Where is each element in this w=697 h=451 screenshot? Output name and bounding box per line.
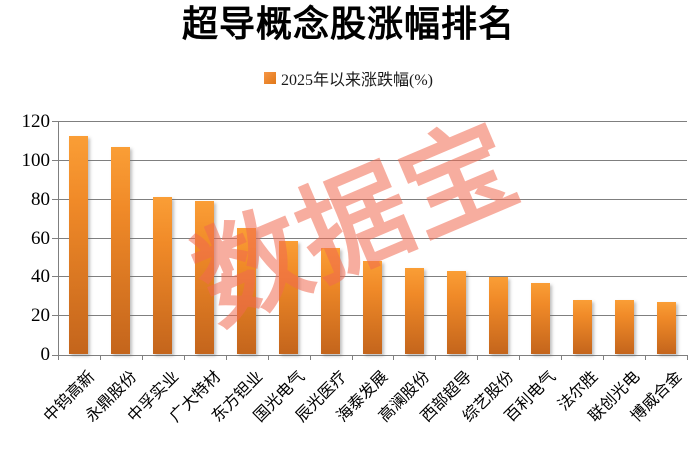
x-axis-tick: [435, 355, 436, 360]
y-axis-tick: [52, 121, 58, 122]
x-axis-tick: [603, 355, 604, 360]
bar: [279, 241, 299, 354]
x-axis-tick: [687, 355, 688, 360]
x-axis-tick: [58, 355, 59, 360]
x-axis-tick: [142, 355, 143, 360]
y-axis-tick: [52, 315, 58, 317]
y-axis-tick: [52, 159, 58, 161]
bar: [488, 277, 508, 354]
plot-area: [52, 121, 688, 360]
y-axis-tick-label: 60: [31, 227, 50, 249]
gridline: [58, 198, 687, 200]
gridline: [58, 121, 687, 122]
bar: [572, 299, 592, 354]
legend-label: 2025年以来涨跌幅(%): [281, 72, 433, 89]
x-axis-tick: [645, 355, 646, 360]
gridline: [58, 355, 687, 356]
y-axis-tick-label: 40: [31, 266, 50, 288]
y-axis-tick-label: 120: [21, 111, 51, 132]
bar: [237, 227, 257, 354]
x-axis-tick: [393, 355, 394, 360]
bar: [614, 299, 634, 354]
bar: [321, 248, 341, 354]
bar: [404, 267, 424, 354]
x-axis-tick: [477, 355, 478, 360]
x-axis-tick: [561, 355, 562, 360]
x-axis-tick: [100, 355, 101, 360]
gridline: [58, 159, 687, 161]
x-axis-tick: [184, 355, 185, 360]
bar: [153, 196, 173, 354]
x-axis-tick: [226, 355, 227, 360]
y-axis-line: [58, 122, 59, 360]
bar: [111, 147, 131, 354]
x-axis-tick: [268, 355, 269, 360]
y-axis-tick-label: 0: [40, 344, 51, 365]
x-axis-tick: [310, 355, 311, 360]
legend-swatch-icon: [264, 72, 276, 84]
y-axis-tick-label: 80: [31, 188, 50, 210]
bar: [69, 135, 89, 354]
gridline: [58, 237, 687, 239]
y-axis-tick-label: 20: [31, 305, 50, 327]
bar: [195, 200, 215, 354]
bar: [363, 260, 382, 354]
x-axis-tick: [352, 355, 353, 360]
y-axis-tick: [52, 237, 58, 239]
bar: [446, 270, 466, 354]
x-axis-tick: [519, 355, 520, 360]
bar: [656, 301, 676, 354]
bar: [530, 283, 550, 354]
y-axis-tick: [52, 355, 58, 356]
y-axis-tick-label: 100: [21, 149, 51, 171]
y-axis-tick: [52, 198, 58, 200]
y-axis-tick: [52, 276, 58, 278]
legend: 2025年以来涨跌幅(%): [0, 66, 697, 90]
chart-title: 超导概念股涨幅排名: [181, 4, 515, 44]
